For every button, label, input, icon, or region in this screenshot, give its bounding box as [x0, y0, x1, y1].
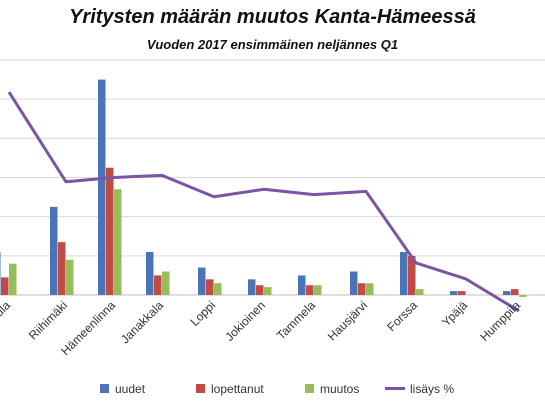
- bar-muutos: [162, 271, 170, 295]
- bar-muutos: [314, 285, 322, 295]
- legend-label-lopettanut: lopettanut: [211, 382, 264, 396]
- category-label: Janakkala: [118, 298, 166, 346]
- category-label: Loppi: [187, 298, 218, 329]
- bar-lopettanut: [106, 167, 114, 295]
- category-label: Tammela: [274, 298, 319, 343]
- bars: [0, 79, 527, 297]
- category-label: Jokioinen: [222, 298, 268, 344]
- category-label: …ula: [0, 298, 13, 328]
- category-label: Hausjärvi: [325, 298, 370, 343]
- bar-uudet: [450, 291, 458, 295]
- legend-item-muutos: muutos: [305, 382, 359, 396]
- bar-lopettanut: [408, 255, 416, 295]
- bar-uudet: [298, 275, 306, 295]
- category-label: Humppila: [477, 298, 523, 344]
- category-label: Riihimäki: [26, 298, 70, 342]
- bar-uudet: [503, 291, 511, 295]
- bar-uudet: [146, 251, 154, 295]
- bar-muutos: [9, 263, 17, 295]
- bar-uudet: [0, 251, 1, 295]
- bar-uudet: [98, 79, 106, 295]
- legend-item-uudet: uudet: [100, 382, 145, 396]
- trend-line: [7, 91, 520, 313]
- legend-label-uudet: uudet: [115, 382, 146, 396]
- bar-muutos: [214, 283, 222, 295]
- bar-lopettanut: [511, 289, 519, 295]
- bar-muutos: [416, 289, 424, 295]
- bar-muutos: [366, 283, 374, 295]
- bar-lopettanut: [306, 285, 314, 295]
- bar-lopettanut: [1, 277, 9, 295]
- bar-muutos: [264, 287, 272, 295]
- bar-muutos: [114, 189, 122, 295]
- legend-label-muutos: muutos: [320, 382, 360, 396]
- legend-label-lisays: lisäys %: [410, 382, 455, 396]
- trend-line-group: [7, 91, 520, 313]
- bar-lopettanut: [458, 291, 466, 295]
- bar-uudet: [400, 251, 408, 295]
- legend-swatch-lisays: [385, 387, 405, 390]
- gridlines: [0, 59, 545, 296]
- bar-muutos: [66, 259, 74, 295]
- category-label: Forssa: [384, 298, 420, 334]
- category-label: Ypäjä: [439, 298, 470, 329]
- bar-lopettanut: [154, 275, 162, 295]
- legend-item-lopettanut: lopettanut: [196, 382, 264, 396]
- bar-uudet: [350, 271, 358, 295]
- bar-uudet: [50, 206, 58, 295]
- bar-lopettanut: [206, 279, 214, 295]
- legend-swatch-lopettanut: [196, 384, 205, 393]
- bar-uudet: [248, 279, 256, 295]
- bar-lopettanut: [58, 242, 66, 295]
- bar-muutos: [519, 295, 527, 297]
- bar-uudet: [198, 267, 206, 295]
- legend-swatch-muutos: [305, 384, 314, 393]
- bar-lopettanut: [256, 285, 264, 295]
- legend-swatch-uudet: [100, 384, 109, 393]
- chart-title: Yritysten määrän muutos Kanta-Hämeessä: [69, 6, 476, 28]
- bar-lopettanut: [358, 283, 366, 295]
- legend-item-lisays: lisäys %: [385, 382, 454, 396]
- legend: uudet lopettanut muutos lisäys %: [0, 382, 545, 402]
- chart-subtitle: Vuoden 2017 ensimmäinen neljännes Q1: [146, 37, 399, 52]
